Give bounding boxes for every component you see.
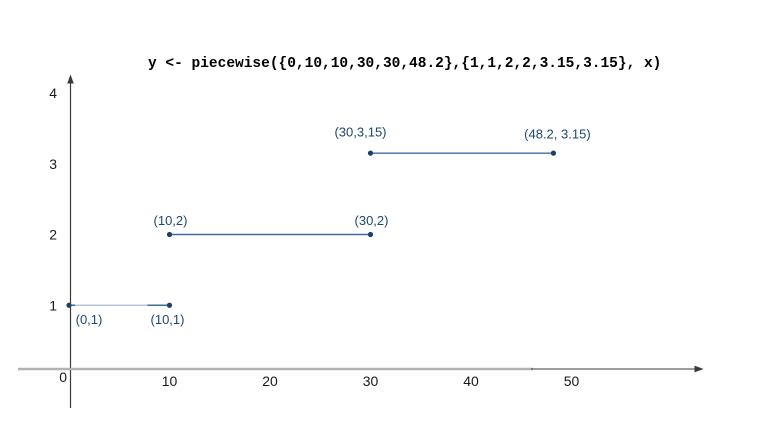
point-label: (30,3,15): [334, 125, 386, 140]
data-point: [66, 302, 72, 308]
x-axis-arrow-icon: [694, 365, 704, 373]
point-label: (0,1): [76, 312, 103, 327]
x-tick-label: 10: [162, 373, 178, 389]
y-tick-label: 3: [49, 156, 57, 172]
point-label: (10,1): [151, 312, 185, 327]
x-tick-label: 50: [564, 373, 580, 389]
data-point: [550, 150, 557, 156]
y-tick-label: 2: [49, 227, 57, 243]
data-point: [166, 302, 173, 308]
origin-label: 0: [59, 369, 67, 385]
y-tick-label: 1: [49, 297, 57, 313]
x-tick-label: 40: [463, 373, 479, 389]
data-point: [166, 231, 173, 238]
data-point: [367, 231, 374, 238]
x-tick-label: 30: [363, 373, 379, 389]
x-tick-label: 20: [262, 373, 278, 389]
chart-title: y <- piecewise({0,10,10,30,30,48.2},{1,1…: [148, 56, 662, 72]
y-tick-label: 4: [49, 85, 57, 101]
y-axis-arrow-icon: [67, 74, 74, 84]
data-point: [367, 150, 374, 156]
point-label: (30,2): [355, 213, 389, 228]
point-label: (10,2): [154, 213, 188, 228]
point-label: (48.2, 3.15): [524, 127, 591, 142]
